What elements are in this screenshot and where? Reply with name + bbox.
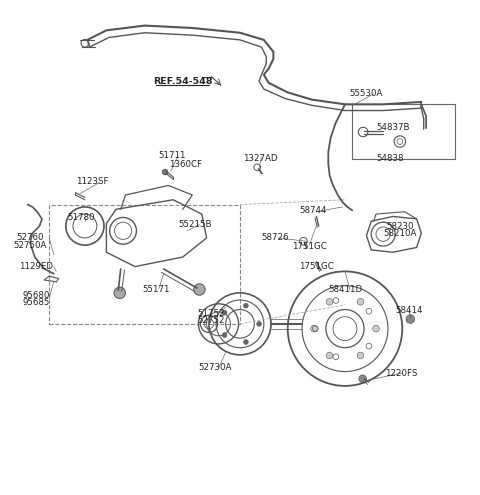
Text: 1220FS: 1220FS: [384, 368, 417, 378]
Circle shape: [162, 169, 168, 175]
Circle shape: [243, 303, 248, 308]
Circle shape: [222, 333, 227, 338]
Text: 55215B: 55215B: [178, 220, 211, 229]
Text: REF.54-548: REF.54-548: [153, 77, 213, 86]
Circle shape: [243, 340, 248, 345]
Text: 95680: 95680: [22, 291, 49, 299]
Text: 58726: 58726: [261, 234, 288, 243]
Text: 55171: 55171: [143, 285, 170, 294]
Text: 51711: 51711: [158, 151, 186, 160]
Text: 52760: 52760: [16, 234, 44, 243]
Text: 1751GC: 1751GC: [299, 262, 334, 271]
Text: 54837B: 54837B: [376, 123, 409, 132]
Circle shape: [326, 352, 333, 359]
Text: 58210A: 58210A: [383, 229, 417, 238]
Text: 54838: 54838: [377, 154, 404, 163]
Text: 1327AD: 1327AD: [243, 154, 278, 163]
Circle shape: [406, 315, 415, 323]
Text: 52730A: 52730A: [199, 363, 232, 372]
Text: 1129ED: 1129ED: [19, 262, 53, 271]
Text: 58744: 58744: [299, 206, 327, 215]
Text: 58230: 58230: [386, 222, 414, 231]
Text: 52750A: 52750A: [13, 241, 47, 249]
Text: 1360CF: 1360CF: [168, 160, 202, 169]
Circle shape: [257, 321, 262, 326]
Circle shape: [194, 284, 205, 295]
Text: 51752: 51752: [198, 309, 225, 318]
Bar: [49, 204, 240, 324]
Circle shape: [357, 298, 364, 305]
Circle shape: [359, 375, 366, 383]
Circle shape: [357, 352, 364, 359]
Circle shape: [114, 287, 125, 298]
Text: 95685: 95685: [22, 298, 49, 307]
Text: 55530A: 55530A: [350, 89, 383, 99]
Text: 58414: 58414: [396, 306, 423, 315]
Circle shape: [222, 310, 227, 315]
Circle shape: [326, 298, 333, 305]
Text: 58411D: 58411D: [328, 285, 362, 294]
Text: 52752: 52752: [198, 316, 225, 325]
Text: 1123SF: 1123SF: [76, 177, 108, 186]
Circle shape: [372, 325, 379, 332]
Text: 1751GC: 1751GC: [292, 242, 326, 250]
Bar: [352, 104, 455, 159]
Text: 51780: 51780: [67, 213, 95, 222]
Circle shape: [311, 325, 317, 332]
